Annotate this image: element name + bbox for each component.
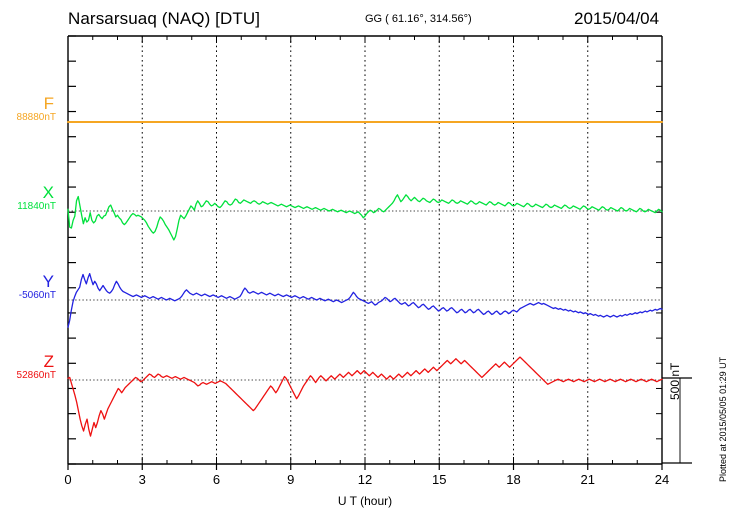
trace-Z xyxy=(67,356,663,437)
station-title: Narsarsuaq (NAQ) [DTU] xyxy=(68,9,261,28)
axis-ticks xyxy=(67,35,663,470)
plotted-at-timestamp: Plotted at 2015/05/05 01:29 UT xyxy=(718,356,728,482)
geographic-coordinates: GG ( 61.16°, 314.56°) xyxy=(365,13,472,25)
component-baseline-Z: 52860nT xyxy=(16,370,56,381)
data-traces xyxy=(67,121,663,437)
reference-lines xyxy=(68,121,662,381)
component-letter-X: X xyxy=(42,183,54,202)
component-letter-Z: Z xyxy=(43,352,54,371)
x-tick-label: 6 xyxy=(212,472,221,487)
x-tick-label: 3 xyxy=(138,472,146,487)
x-tick-label: 18 xyxy=(506,472,521,487)
date-label: 2015/04/04 xyxy=(574,9,660,28)
x-tick-label: 9 xyxy=(287,472,295,487)
x-tick-label: 24 xyxy=(654,472,670,487)
scale-bar xyxy=(662,377,692,464)
scale-bar-label: 500 nT xyxy=(668,362,682,400)
grid-layer xyxy=(141,36,589,464)
component-baseline-F: 88880nT xyxy=(16,112,56,123)
trace-X xyxy=(67,194,663,241)
x-tick-label: 0 xyxy=(64,472,72,487)
x-tick-label: 12 xyxy=(357,472,373,487)
x-tick-label: 15 xyxy=(432,472,447,487)
trace-Y xyxy=(67,272,663,328)
plot-frame xyxy=(67,35,663,465)
x-axis-title: U T (hour) xyxy=(337,494,393,508)
component-letter-F: F xyxy=(43,94,54,113)
component-baseline-Y: -5060nT xyxy=(18,290,56,301)
x-tick-label: 21 xyxy=(580,472,595,487)
component-letter-Y: Y xyxy=(42,272,54,291)
component-baseline-X: 11840nT xyxy=(17,201,56,212)
